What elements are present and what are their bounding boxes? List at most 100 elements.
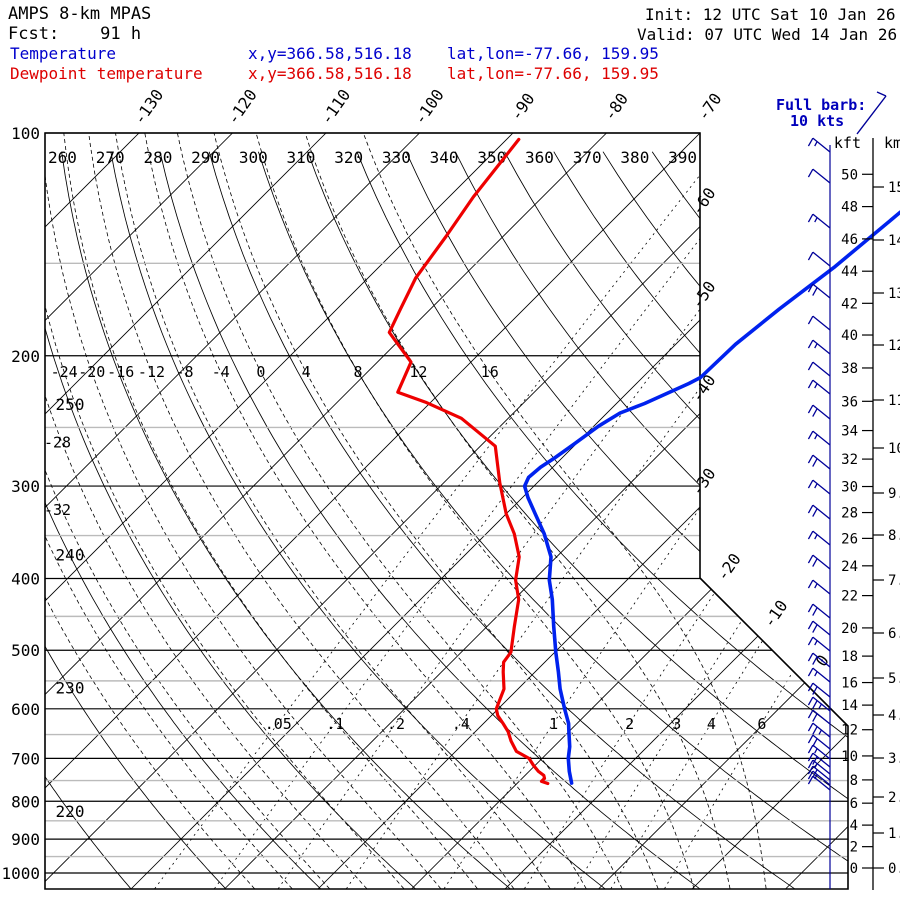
svg-text:13.: 13. xyxy=(888,286,900,302)
svg-text:50: 50 xyxy=(841,167,858,183)
svg-text:4: 4 xyxy=(302,363,311,381)
svg-text:230: 230 xyxy=(56,678,85,697)
model-title: AMPS 8-km MPAS xyxy=(8,4,152,24)
forecast-hour: Fcst: 91 h xyxy=(8,24,142,44)
svg-text:270: 270 xyxy=(96,148,125,167)
svg-text:.1: .1 xyxy=(326,715,344,733)
svg-text:-16: -16 xyxy=(107,363,134,381)
legend-dewpoint-label: Dewpoint temperature xyxy=(10,64,203,83)
svg-text:12: 12 xyxy=(409,363,427,381)
legend-dewpoint-xy: x,y=366.58,516.18 xyxy=(248,64,412,83)
svg-text:30: 30 xyxy=(841,480,858,496)
svg-text:0.: 0. xyxy=(888,861,900,877)
svg-text:2.: 2. xyxy=(888,790,900,806)
svg-text:4: 4 xyxy=(850,818,858,834)
svg-text:14.: 14. xyxy=(888,233,900,249)
svg-text:310: 310 xyxy=(287,148,316,167)
svg-text:300: 300 xyxy=(11,477,40,496)
svg-text:40: 40 xyxy=(841,328,858,344)
svg-text:11.: 11. xyxy=(888,393,900,409)
svg-text:3.: 3. xyxy=(888,751,900,767)
svg-text:14: 14 xyxy=(841,698,858,714)
svg-text:330: 330 xyxy=(382,148,411,167)
svg-text:16: 16 xyxy=(841,676,858,692)
svg-text:320: 320 xyxy=(334,148,363,167)
svg-text:350: 350 xyxy=(477,148,506,167)
svg-text:.05: .05 xyxy=(265,715,292,733)
svg-text:2: 2 xyxy=(850,840,858,856)
svg-text:3: 3 xyxy=(672,715,681,733)
svg-text:kft: kft xyxy=(834,134,861,152)
svg-text:100: 100 xyxy=(11,124,40,143)
svg-text:700: 700 xyxy=(11,749,40,768)
svg-text:-20: -20 xyxy=(78,363,105,381)
svg-text:7.: 7. xyxy=(888,573,900,589)
svg-text:290: 290 xyxy=(191,148,220,167)
svg-text:10: 10 xyxy=(841,749,858,765)
svg-text:-110: -110 xyxy=(317,86,355,128)
svg-text:1.: 1. xyxy=(888,826,900,842)
svg-text:200: 200 xyxy=(11,347,40,366)
svg-text:0: 0 xyxy=(850,861,858,877)
legend-temperature-label: Temperature xyxy=(10,44,116,63)
svg-text:2: 2 xyxy=(625,715,634,733)
svg-text:-60: -60 xyxy=(687,184,719,219)
svg-text:20: 20 xyxy=(841,621,858,637)
svg-text:-50: -50 xyxy=(687,278,719,313)
svg-text:6: 6 xyxy=(757,715,766,733)
svg-text:32: 32 xyxy=(841,452,858,468)
svg-text:280: 280 xyxy=(143,148,172,167)
svg-text:0: 0 xyxy=(256,363,265,381)
svg-text:-80: -80 xyxy=(600,90,632,125)
legend-dewpoint-latlon: lat,lon=-77.66, 159.95 xyxy=(447,64,659,83)
svg-text:.2: .2 xyxy=(387,715,405,733)
svg-text:46: 46 xyxy=(841,232,858,248)
legend-temperature-xy: x,y=366.58,516.18 xyxy=(248,44,412,63)
svg-text:24: 24 xyxy=(841,559,858,575)
svg-text:16: 16 xyxy=(481,363,499,381)
svg-text:900: 900 xyxy=(11,830,40,849)
svg-text:4.: 4. xyxy=(888,708,900,724)
svg-text:-28: -28 xyxy=(44,434,71,452)
svg-text:12: 12 xyxy=(841,723,858,739)
svg-text:8.: 8. xyxy=(888,528,900,544)
svg-text:4: 4 xyxy=(707,715,716,733)
legend-temperature-latlon: lat,lon=-77.66, 159.95 xyxy=(447,44,659,63)
svg-text:-12: -12 xyxy=(138,363,165,381)
svg-text:-8: -8 xyxy=(176,363,194,381)
svg-text:km: km xyxy=(884,134,900,152)
svg-text:390: 390 xyxy=(668,148,697,167)
barb-legend-line2: 10 kts xyxy=(790,112,845,130)
valid-time: Valid: 07 UTC Wed 14 Jan 26 xyxy=(637,25,898,44)
svg-text:28: 28 xyxy=(841,506,858,522)
svg-text:220: 220 xyxy=(56,802,85,821)
svg-text:38: 38 xyxy=(841,361,858,377)
svg-text:370: 370 xyxy=(573,148,602,167)
barb-legend-line1: Full barb: xyxy=(776,96,867,114)
svg-text:380: 380 xyxy=(620,148,649,167)
svg-text:5.: 5. xyxy=(888,671,900,687)
svg-text:.4: .4 xyxy=(452,715,470,733)
init-time: Init: 12 UTC Sat 10 Jan 26 xyxy=(645,5,896,24)
svg-text:240: 240 xyxy=(56,546,85,565)
svg-text:15.: 15. xyxy=(888,180,900,196)
svg-text:10.: 10. xyxy=(888,441,900,457)
svg-text:-130: -130 xyxy=(130,86,168,128)
svg-text:22: 22 xyxy=(841,589,858,605)
svg-text:250: 250 xyxy=(56,395,85,414)
svg-text:-24: -24 xyxy=(51,363,78,381)
svg-text:600: 600 xyxy=(11,700,40,719)
svg-text:-120: -120 xyxy=(223,86,261,128)
svg-text:36: 36 xyxy=(841,394,858,410)
svg-text:300: 300 xyxy=(239,148,268,167)
svg-text:-4: -4 xyxy=(212,363,230,381)
svg-text:1000: 1000 xyxy=(1,864,40,883)
svg-text:9.: 9. xyxy=(888,486,900,502)
svg-text:-20: -20 xyxy=(713,550,745,585)
svg-text:260: 260 xyxy=(48,148,77,167)
svg-text:8: 8 xyxy=(850,773,858,789)
svg-text:1: 1 xyxy=(549,715,558,733)
svg-text:12.: 12. xyxy=(888,338,900,354)
